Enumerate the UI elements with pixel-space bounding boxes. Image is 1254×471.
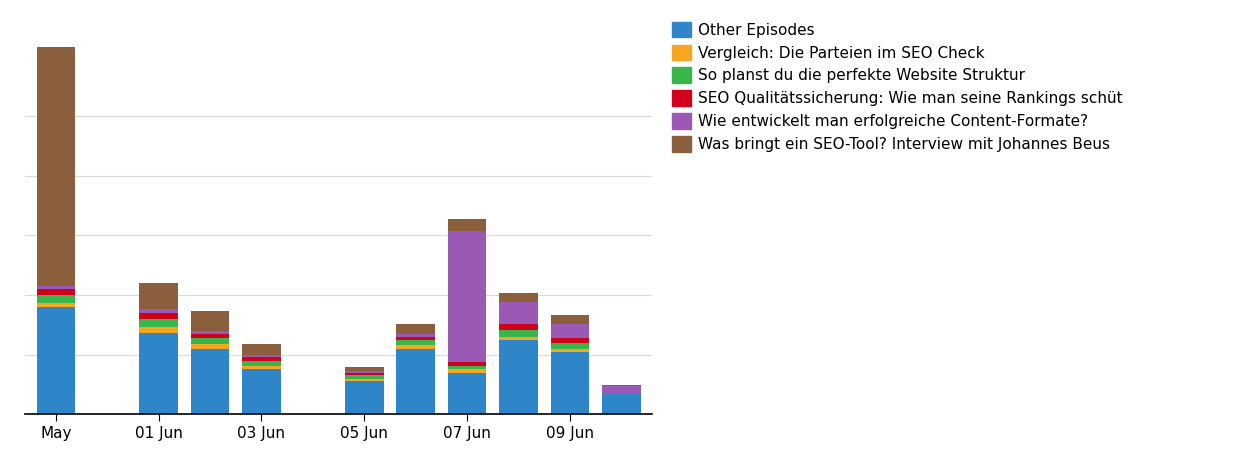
Bar [36,295,75,303]
Bar [345,372,384,373]
Bar [396,337,435,341]
Bar [551,316,589,324]
Bar [191,338,229,344]
Bar [242,369,281,414]
Bar [345,379,384,381]
Bar [139,309,178,313]
Bar [396,341,435,345]
Bar [396,324,435,334]
Bar [242,344,281,355]
Legend: Other Episodes, Vergleich: Die Parteien im SEO Check, So planst du die perfekte : Other Episodes, Vergleich: Die Parteien … [672,22,1122,152]
Bar [551,343,589,349]
Bar [448,365,487,369]
Bar [345,375,384,379]
Bar [139,319,178,327]
Bar [448,373,487,414]
Bar [139,333,178,414]
Bar [396,349,435,414]
Bar [36,289,75,295]
Bar [448,362,487,365]
Bar [448,219,487,231]
Bar [191,331,229,334]
Bar [551,349,589,352]
Bar [36,47,75,285]
Bar [602,385,641,386]
Bar [36,285,75,289]
Bar [499,337,538,341]
Bar [242,357,281,361]
Bar [191,349,229,414]
Bar [191,310,229,331]
Bar [499,341,538,414]
Bar [242,355,281,357]
Bar [36,307,75,414]
Bar [139,313,178,319]
Bar [345,373,384,375]
Bar [191,334,229,338]
Bar [191,344,229,349]
Bar [242,365,281,369]
Bar [396,334,435,337]
Bar [499,324,538,330]
Bar [242,361,281,365]
Bar [448,231,487,362]
Bar [139,283,178,309]
Bar [345,367,384,372]
Bar [551,324,589,338]
Bar [36,303,75,307]
Bar [345,381,384,414]
Bar [551,338,589,343]
Bar [499,302,538,324]
Bar [602,394,641,414]
Bar [499,330,538,337]
Bar [396,345,435,349]
Bar [499,292,538,302]
Bar [448,369,487,373]
Bar [602,386,641,394]
Bar [139,327,178,333]
Bar [551,352,589,414]
